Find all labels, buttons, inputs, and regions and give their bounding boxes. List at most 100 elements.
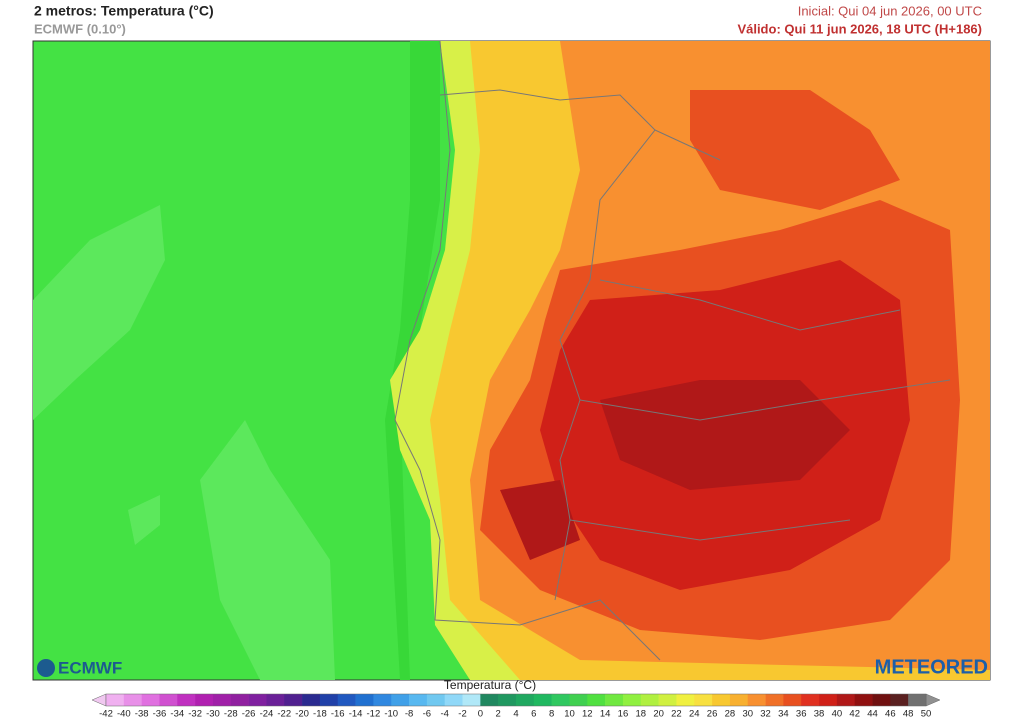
colorbar-segment bbox=[694, 694, 713, 706]
colorbar-tick-label: 20 bbox=[653, 709, 664, 720]
colorbar-tick-label: 22 bbox=[671, 709, 682, 720]
colorbar-tick-label: 50 bbox=[921, 709, 932, 720]
legend-label: Temperatura (°C) bbox=[444, 678, 536, 692]
colorbar-segment bbox=[551, 694, 570, 706]
colorbar-segment bbox=[729, 694, 749, 706]
model: ECMWF (0.10°) bbox=[34, 21, 126, 36]
colorbar-segment bbox=[230, 694, 249, 706]
colorbar-tick-label: 26 bbox=[707, 709, 718, 720]
colorbar-tick-label: -10 bbox=[384, 709, 398, 720]
meteored-logo: METEORED bbox=[875, 656, 988, 678]
colorbar-segment bbox=[337, 694, 356, 706]
colorbar-segment bbox=[819, 694, 838, 706]
colorbar-tick-label: -6 bbox=[423, 709, 431, 720]
colorbar-segment bbox=[141, 694, 160, 706]
colorbar-segment bbox=[391, 694, 410, 706]
land-peak bbox=[500, 380, 850, 560]
colorbar-tick-label: -42 bbox=[99, 709, 113, 720]
valid-time: Válido: Qui 11 jun 2026, 18 UTC (H+186) bbox=[737, 21, 982, 36]
colorbar-segment bbox=[676, 694, 695, 706]
colorbar-segment bbox=[783, 694, 802, 706]
colorbar-segment bbox=[765, 694, 784, 706]
colorbar-segment bbox=[409, 694, 428, 706]
colorbar-tick-label: 44 bbox=[867, 709, 878, 720]
colorbar-tick-label: 10 bbox=[564, 709, 575, 720]
colorbar-tick-label: -38 bbox=[135, 709, 149, 720]
colorbar-tick-label: -12 bbox=[367, 709, 381, 720]
ocean-band bbox=[128, 420, 335, 680]
colorbar-tick-label: 12 bbox=[582, 709, 593, 720]
colorbar-segment bbox=[177, 694, 196, 706]
colorbar-tick-label: 16 bbox=[618, 709, 629, 720]
colorbar-segment bbox=[516, 694, 535, 706]
colorbar-segment bbox=[159, 694, 178, 706]
colorbar-tick-label: -30 bbox=[206, 709, 220, 720]
colorbar-tick-label: 18 bbox=[635, 709, 646, 720]
colorbar: -42 -40 -38 -36 -34 -32 -30 -28 -26 -24 -22 -20 -18-… bbox=[91, 693, 941, 720]
colorbar-tick-label: -2 bbox=[458, 709, 466, 720]
colorbar-tick-label: 14 bbox=[600, 709, 611, 720]
colorbar-segment bbox=[622, 694, 642, 706]
colorbar-tick-label: -4 bbox=[440, 709, 448, 720]
colorbar-segment bbox=[569, 694, 588, 706]
colorbar-tick-label: 0 bbox=[478, 709, 483, 720]
colorbar-end bbox=[91, 693, 107, 707]
colorbar-segment bbox=[123, 694, 142, 706]
colorbar-segment bbox=[640, 694, 659, 706]
colorbar-tick-label: 2 bbox=[496, 709, 501, 720]
colorbar-segment bbox=[658, 694, 677, 706]
logo-icon bbox=[37, 659, 55, 677]
colorbar-tick-label: 38 bbox=[814, 709, 825, 720]
logo-text: ECMWF bbox=[58, 658, 122, 677]
title: 2 metros: Temperatura (°C) bbox=[34, 3, 214, 19]
colorbar-segment bbox=[284, 694, 303, 706]
colorbar-tick-label: -32 bbox=[188, 709, 202, 720]
colorbar-segment bbox=[498, 694, 517, 706]
colorbar-segment bbox=[605, 694, 624, 706]
colorbar-tick-label: 42 bbox=[849, 709, 860, 720]
colorbar-tick-label: -36 bbox=[153, 709, 167, 720]
colorbar-tick-label: 46 bbox=[885, 709, 896, 720]
colorbar-tick-label: 6 bbox=[531, 709, 536, 720]
colorbar-tick-label: 40 bbox=[832, 709, 843, 720]
colorbar-segment bbox=[195, 694, 214, 706]
colorbar-tick-label: -16 bbox=[331, 709, 345, 720]
map bbox=[32, 40, 991, 681]
colorbar-tick-label: -22 bbox=[277, 709, 291, 720]
colorbar-segment bbox=[480, 694, 499, 706]
colorbar-tick-label: 34 bbox=[778, 709, 789, 720]
colorbar-tick-label: 8 bbox=[549, 709, 554, 720]
colorbar-tick-label: 28 bbox=[725, 709, 736, 720]
colorbar-segment bbox=[872, 694, 891, 706]
colorbar-segment bbox=[373, 694, 392, 706]
colorbar-tick-label: 36 bbox=[796, 709, 807, 720]
colorbar-tick-label: -24 bbox=[260, 709, 274, 720]
colorbar-tick-label: -40 bbox=[117, 709, 131, 720]
colorbar-tick-label: 32 bbox=[760, 709, 771, 720]
colorbar-tick-label: -26 bbox=[242, 709, 256, 720]
colorbar-tick-label: -28 bbox=[224, 709, 238, 720]
colorbar-segment bbox=[890, 694, 909, 706]
colorbar-segment bbox=[266, 694, 285, 706]
colorbar-tick-label: 30 bbox=[742, 709, 753, 720]
colorbar-segment bbox=[426, 694, 445, 706]
colorbar-segment bbox=[444, 694, 463, 706]
colorbar-end bbox=[925, 693, 941, 707]
coastal-band bbox=[385, 41, 440, 680]
colorbar-segment bbox=[302, 694, 321, 706]
colorbar-tick-label: 48 bbox=[903, 709, 914, 720]
colorbar-tick-label: -34 bbox=[170, 709, 184, 720]
colorbar-segment bbox=[836, 694, 855, 706]
colorbar-segment bbox=[533, 694, 552, 706]
colorbar-tick-label: -18 bbox=[313, 709, 327, 720]
colorbar-segment bbox=[801, 694, 820, 706]
initial-time: Inicial: Qui 04 jun 2026, 00 UTC bbox=[798, 3, 982, 18]
colorbar-segment bbox=[908, 694, 927, 706]
colorbar-tick-label: 24 bbox=[689, 709, 700, 720]
colorbar-frame bbox=[105, 693, 927, 707]
colorbar-segment bbox=[747, 694, 766, 706]
colorbar-segment bbox=[587, 694, 606, 706]
colorbar-segment bbox=[212, 694, 232, 706]
borders bbox=[394, 40, 951, 661]
